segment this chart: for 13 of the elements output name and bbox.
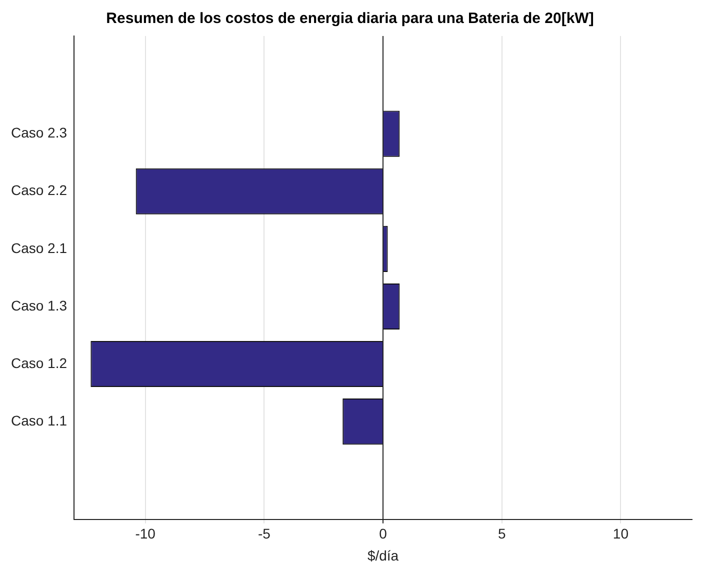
y-tick-label: Caso 2.1 [10, 240, 68, 256]
x-axis-title: $/día [367, 547, 399, 564]
x-tick-label: 10 [612, 526, 629, 542]
x-tick-label: 5 [498, 526, 506, 542]
y-tick-label: Caso 1.2 [10, 354, 68, 371]
chart-title: Resumen de los costos de energia diaria para una Bateria de 20[kW] [106, 10, 594, 28]
y-tick-label: Caso 1.1 [10, 412, 68, 428]
x-tick-label: 0 [379, 526, 388, 542]
y-tick-label: Caso 2.2 [10, 182, 68, 198]
x-tick-label: -5 [258, 526, 271, 542]
y-tick-label: Caso 1.3 [10, 297, 68, 314]
y-tick-label: Caso 2.3 [10, 124, 68, 141]
x-tick-label: -10 [135, 526, 156, 542]
